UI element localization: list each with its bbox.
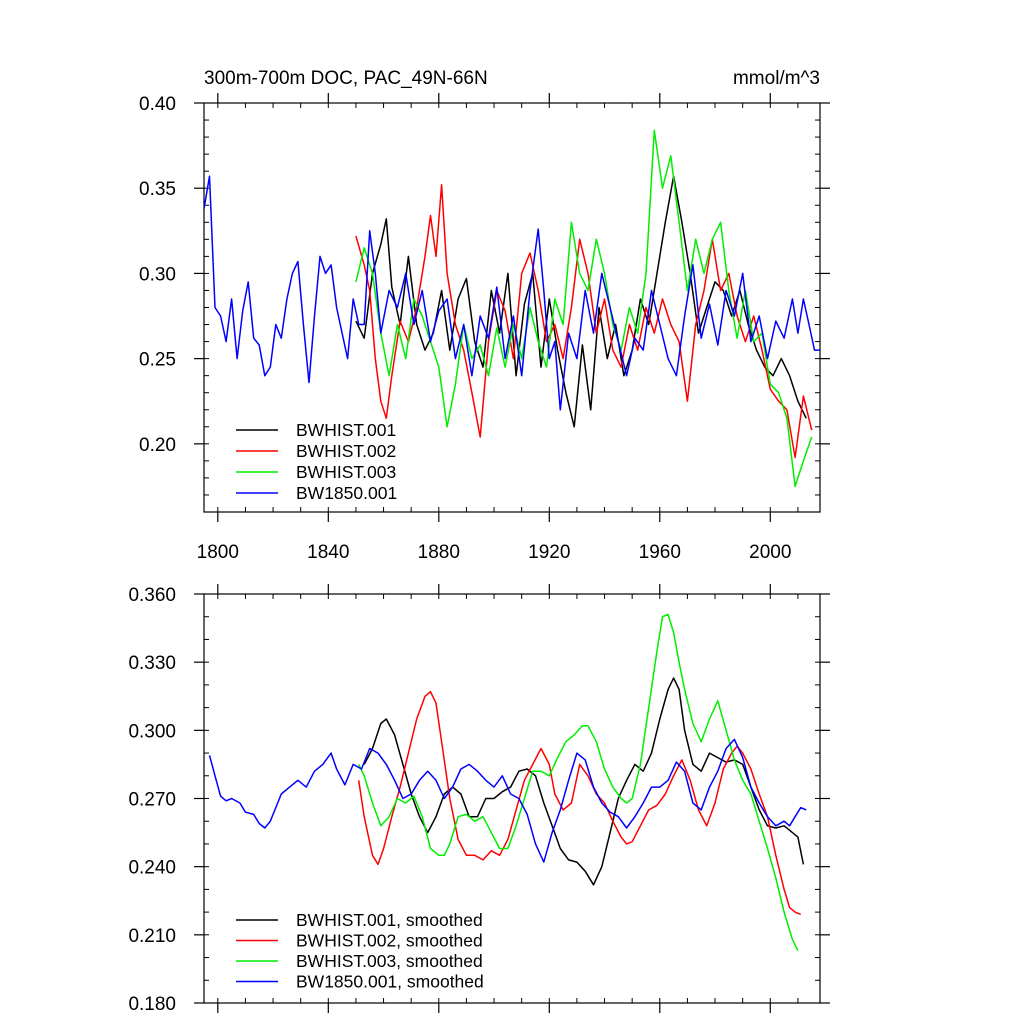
bottom-plot-area: 0.180 0.210 0.240 0.270 0.300 0.330 0.360 BWHIS… [128,584,830,1015]
bottom-y-tick-label: 0.360 [128,585,176,606]
bottom-series-group [208,613,807,952]
bottom-y-tick-label: 0.240 [128,858,176,879]
top-y-tick-label: 0.30 [139,264,176,285]
bottom-legend-label: BWHIST.002, smoothed [296,931,483,951]
top-chart-units: mmol/m^3 [733,68,820,89]
top-x-tick-label: 1960 [639,542,681,563]
bottom-y-tick-label: 0.300 [128,721,176,742]
top-legend-label: BWHIST.003 [296,462,396,482]
bottom-legend-label: BWHIST.003, smoothed [296,951,483,971]
top-x-tick-label: 1840 [307,542,349,563]
bottom-series-line-1 [363,677,805,886]
top-panel: 300m-700m DOC, PAC_49N-66N mmol/m^3 1800… [139,68,830,563]
top-legend-label: BWHIST.001 [296,420,396,440]
top-y-tick-label: 0.25 [139,350,176,371]
bottom-series-line-4 [208,738,807,863]
top-y-tick-label: 0.20 [139,435,176,456]
top-series-group [204,129,820,488]
top-plot-area: 1800 1840 1880 1920 1960 2000 0.20 0.25 0.30 0.35… [139,93,830,563]
top-y-tick-label: 0.35 [139,179,176,200]
top-x-tick-label: 2000 [749,542,791,563]
top-x-tick-label: 1800 [197,542,239,563]
top-series-line-3 [355,129,813,488]
top-chart-title: 300m-700m DOC, PAC_49N-66N [204,68,488,89]
top-x-tick-label: 1880 [418,542,460,563]
top-y-tick-label: 0.40 [139,94,176,115]
top-legend-label: BWHIST.002 [296,441,396,461]
bottom-y-tick-label: 0.180 [128,994,176,1015]
top-series-line-1 [355,175,807,428]
bottom-legend-label: BW1850.001, smoothed [296,972,484,992]
top-x-tick-label: 1920 [528,542,570,563]
bottom-legend-label: BWHIST.001, smoothed [296,910,483,930]
bottom-y-tick-label: 0.210 [128,926,176,947]
bottom-series-line-3 [358,613,799,952]
top-series-line-4 [204,175,820,411]
top-legend-label: BW1850.001 [296,483,397,503]
bottom-series-line-2 [357,690,801,916]
bottom-panel: 0.180 0.210 0.240 0.270 0.300 0.330 0.360 BWHIS… [128,584,830,1015]
top-series-line-2 [355,184,813,459]
bottom-y-tick-label: 0.330 [128,653,176,674]
bottom-y-tick-label: 0.270 [128,790,176,811]
